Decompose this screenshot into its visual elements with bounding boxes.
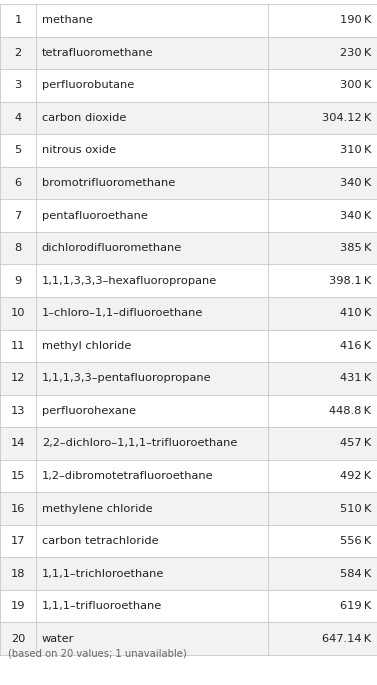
Text: 11: 11 <box>11 340 25 351</box>
Text: perfluorohexane: perfluorohexane <box>42 406 136 416</box>
Text: 6: 6 <box>14 178 21 188</box>
Text: 1: 1 <box>14 15 21 25</box>
Bar <box>0 493 377 525</box>
Text: 398.1 K: 398.1 K <box>329 275 371 286</box>
Text: 4: 4 <box>14 113 21 123</box>
Bar <box>0 362 377 395</box>
Text: 18: 18 <box>11 569 25 579</box>
Text: 510 K: 510 K <box>340 503 371 514</box>
Text: 14: 14 <box>11 438 25 449</box>
Bar <box>0 329 377 362</box>
Text: 3: 3 <box>14 80 21 90</box>
Text: 190 K: 190 K <box>340 15 371 25</box>
Text: 1,1,1–trichloroethane: 1,1,1–trichloroethane <box>42 569 164 579</box>
Text: 1,1,1,3,3,3–hexafluoropropane: 1,1,1,3,3,3–hexafluoropropane <box>42 275 217 286</box>
Text: carbon tetrachloride: carbon tetrachloride <box>42 536 158 546</box>
Text: tetrafluoromethane: tetrafluoromethane <box>42 48 153 58</box>
Text: 457 K: 457 K <box>340 438 371 449</box>
Bar <box>0 232 377 264</box>
Bar <box>0 199 377 232</box>
Text: 9: 9 <box>14 275 21 286</box>
Text: 1,2–dibromotetrafluoroethane: 1,2–dibromotetrafluoroethane <box>42 471 213 481</box>
Bar <box>0 623 377 655</box>
Text: 10: 10 <box>11 308 25 319</box>
Text: 310 K: 310 K <box>340 145 371 155</box>
Text: perfluorobutane: perfluorobutane <box>42 80 134 90</box>
Text: 1–chloro–1,1–difluoroethane: 1–chloro–1,1–difluoroethane <box>42 308 203 319</box>
Text: 15: 15 <box>11 471 25 481</box>
Text: 340 K: 340 K <box>340 210 371 221</box>
Bar <box>0 264 377 297</box>
Text: 8: 8 <box>14 243 21 253</box>
Text: methyl chloride: methyl chloride <box>42 340 131 351</box>
Bar <box>0 36 377 69</box>
Text: 2,2–dichloro–1,1,1–trifluoroethane: 2,2–dichloro–1,1,1–trifluoroethane <box>42 438 237 449</box>
Text: 492 K: 492 K <box>340 471 371 481</box>
Text: 300 K: 300 K <box>340 80 371 90</box>
Text: 431 K: 431 K <box>340 373 371 384</box>
Text: 1,1,1–trifluoroethane: 1,1,1–trifluoroethane <box>42 601 162 611</box>
Text: 2: 2 <box>14 48 21 58</box>
Bar <box>0 297 377 329</box>
Text: 12: 12 <box>11 373 25 384</box>
Text: 19: 19 <box>11 601 25 611</box>
Text: pentafluoroethane: pentafluoroethane <box>42 210 148 221</box>
Bar <box>0 134 377 166</box>
Text: 1,1,1,3,3–pentafluoropropane: 1,1,1,3,3–pentafluoropropane <box>42 373 211 384</box>
Text: 416 K: 416 K <box>340 340 371 351</box>
Bar <box>0 460 377 493</box>
Text: 16: 16 <box>11 503 25 514</box>
Text: carbon dioxide: carbon dioxide <box>42 113 126 123</box>
Bar <box>0 590 377 623</box>
Text: methylene chloride: methylene chloride <box>42 503 152 514</box>
Bar <box>0 427 377 460</box>
Text: 13: 13 <box>11 406 25 416</box>
Bar <box>0 69 377 101</box>
Text: 619 K: 619 K <box>340 601 371 611</box>
Bar <box>0 101 377 134</box>
Text: 17: 17 <box>11 536 25 546</box>
Text: water: water <box>42 634 74 644</box>
Text: (based on 20 values; 1 unavailable): (based on 20 values; 1 unavailable) <box>8 649 187 659</box>
Text: 5: 5 <box>14 145 21 155</box>
Bar <box>0 395 377 427</box>
Text: 230 K: 230 K <box>340 48 371 58</box>
Bar <box>0 166 377 199</box>
Text: 7: 7 <box>14 210 21 221</box>
Text: 556 K: 556 K <box>340 536 371 546</box>
Text: nitrous oxide: nitrous oxide <box>42 145 116 155</box>
Text: 584 K: 584 K <box>340 569 371 579</box>
Text: 647.14 K: 647.14 K <box>322 634 371 644</box>
Bar <box>0 4 377 36</box>
Text: methane: methane <box>42 15 93 25</box>
Text: 20: 20 <box>11 634 25 644</box>
Text: 448.8 K: 448.8 K <box>329 406 371 416</box>
Text: bromotrifluoromethane: bromotrifluoromethane <box>42 178 175 188</box>
Text: 410 K: 410 K <box>340 308 371 319</box>
Bar <box>0 525 377 558</box>
Text: 340 K: 340 K <box>340 178 371 188</box>
Text: 304.12 K: 304.12 K <box>322 113 371 123</box>
Text: 385 K: 385 K <box>340 243 371 253</box>
Bar <box>0 558 377 590</box>
Text: dichlorodifluoromethane: dichlorodifluoromethane <box>42 243 182 253</box>
